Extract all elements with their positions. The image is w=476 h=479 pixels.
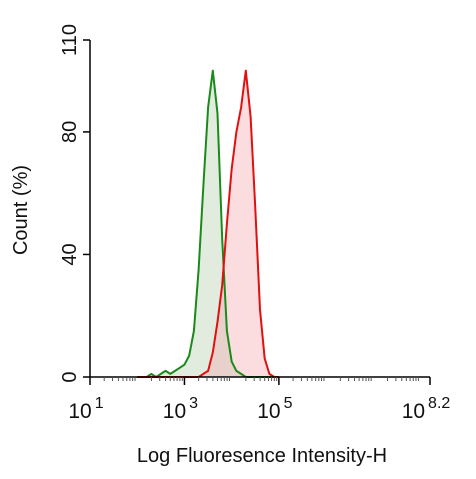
x-tick-exponent: 3 xyxy=(189,395,198,412)
x-tick-exponent: 1 xyxy=(95,395,104,412)
x-tick-label: 10 3 xyxy=(163,395,198,423)
y-tick-label: 0 xyxy=(59,371,81,382)
x-tick-base: 10 xyxy=(163,400,186,423)
y-tick-label: 80 xyxy=(59,121,81,143)
x-tick-label: 10 8.2 xyxy=(402,395,451,423)
y-tick-label: 40 xyxy=(59,243,81,265)
x-tick-base: 10 xyxy=(68,400,91,423)
x-axis-label: Log Fluoresence Intensity-H xyxy=(137,445,387,467)
series-area xyxy=(137,70,279,377)
series-area xyxy=(137,70,279,377)
x-tick-exponent: 8.2 xyxy=(428,395,450,412)
x-tick-base: 10 xyxy=(402,400,425,423)
x-tick-base: 10 xyxy=(257,400,280,423)
y-axis-label: Count (%) xyxy=(10,165,32,255)
x-tick-label: 10 1 xyxy=(68,395,103,423)
x-tick-exponent: 5 xyxy=(284,395,293,412)
x-tick-label: 10 5 xyxy=(257,395,292,423)
y-tick-label: 110 xyxy=(59,24,81,56)
